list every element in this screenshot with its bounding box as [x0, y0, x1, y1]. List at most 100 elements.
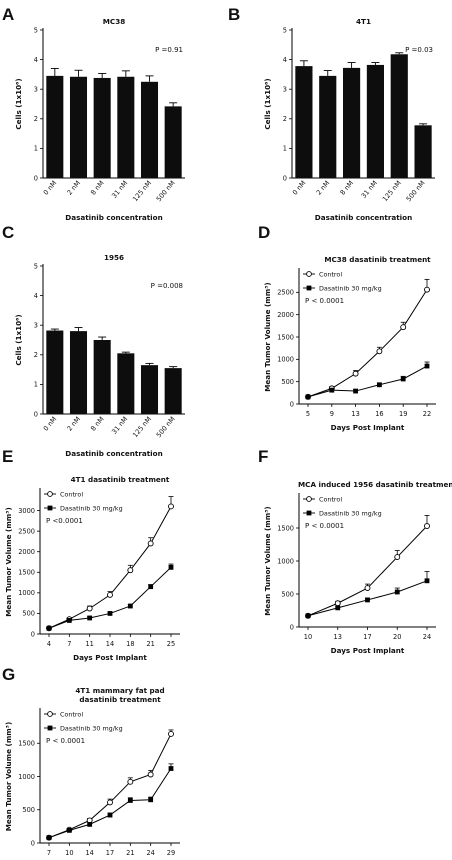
chart-panel-e: 0 500 1000 1500 2000 2500 3000 4 7 11 14 18 21 25 Cont…	[4, 475, 180, 662]
panel-f-y-tick-label: 1000	[277, 557, 294, 565]
panel-label-c: C	[2, 223, 14, 242]
panel-e-y-tick-label: 2000	[18, 548, 35, 556]
panel-b-bar	[390, 54, 408, 178]
panel-g-legend-label: Dasatinib 30 mg/kg	[60, 724, 123, 732]
panel-g-point-dasatinib	[87, 821, 93, 827]
panel-d-y-tick-label: 1000	[277, 356, 294, 364]
panel-c-y-tick-label: 1	[34, 381, 38, 389]
panel-e-point-dasatinib	[127, 603, 133, 609]
panel-f-point-control	[424, 523, 430, 529]
panel-g-x-tick-label: 7	[47, 849, 51, 857]
panel-g-x-tick-label: 24	[146, 849, 154, 857]
chart-panel-a: 0 1 2 3 4 5 0 nM 2 nM 8 nM 31 nM 125 nM 500 nM MC38 P…	[14, 17, 185, 222]
panel-f-point-dasatinib	[305, 613, 311, 619]
panel-e-x-tick-label: 18	[126, 640, 134, 648]
chart-panel-c: 0 1 2 3 4 5 0 nM 2 nM 8 nM 31 nM 125 nM 500 nM 1956 P…	[14, 253, 185, 458]
panel-d-series-line	[307, 365, 428, 398]
panel-g-legend-label: Control	[60, 710, 83, 718]
panel-a-y-tick-label: 3	[34, 86, 38, 94]
panel-a-y-tick-label: 1	[34, 145, 38, 153]
panel-g-title: 4T1 mammary fat pad	[75, 686, 164, 695]
panel-a-y-tick-label: 4	[34, 56, 38, 64]
panel-e-xlabel: Days Post Implant	[73, 653, 147, 662]
panel-a-x-tick-label: 500 nM	[155, 179, 177, 203]
panel-a-title: MC38	[103, 17, 125, 26]
panel-e-x-tick-label: 25	[167, 640, 175, 648]
panel-e-y-tick-label: 500	[22, 610, 35, 618]
panel-e-legend-marker	[47, 505, 53, 511]
panel-f-legend-label: Dasatinib 30 mg/kg	[319, 509, 382, 517]
panel-c-ylabel: Cells (1x10⁶)	[14, 314, 23, 365]
panel-g-point-control	[107, 799, 113, 806]
panel-d-point-dasatinib	[305, 394, 311, 400]
panel-a-x-tick-label: 31 nM	[110, 179, 129, 200]
panel-d-point-dasatinib	[377, 382, 382, 388]
panel-e-ylabel: Mean Tumor Volume (mm³)	[4, 507, 13, 616]
panel-d-x-tick-label: 13	[351, 410, 359, 418]
panel-e-y-tick-label: 1000	[18, 589, 35, 597]
panel-g-x-tick-label: 21	[126, 849, 134, 857]
panel-d-legend-marker	[306, 285, 312, 291]
panel-e-title: 4T1 dasatinib treatment	[71, 475, 170, 484]
panel-d-y-tick-label: 1500	[277, 333, 294, 341]
panel-b-ylabel: Cells (1x10⁶)	[263, 78, 272, 129]
panel-b-y-tick-label: 0	[283, 174, 287, 182]
panel-d-x-tick-label: 19	[399, 410, 407, 418]
panel-b-x-tick-label: 0 nM	[291, 179, 308, 197]
panel-f-y-tick-label: 1500	[277, 524, 294, 532]
chart-panel-g: 0 500 1000 1500 7 10 14 17 21 24 29 Control Dasatini…	[4, 686, 180, 857]
panel-g-point-dasatinib	[46, 835, 52, 841]
chart-panel-d: 0 500 1000 1500 2000 2500 5 9 13 16 19 22 Control Das…	[263, 255, 436, 432]
panel-d-point-control	[376, 348, 383, 355]
panel-d-ylabel: Mean Tumor Volume (mm³)	[263, 282, 272, 391]
panel-d-point-dasatinib	[353, 388, 358, 394]
panel-a-x-tick-label: 2 nM	[66, 179, 83, 197]
panel-b-x-tick-label: 500 nM	[405, 179, 427, 203]
panel-e-x-tick-label: 11	[85, 640, 93, 648]
panel-g-y-tick-label: 1000	[18, 773, 35, 781]
panel-label-e: E	[2, 447, 13, 466]
panel-c-x-tick-label: 0 nM	[42, 415, 59, 433]
panel-c-p-value: P =0.008	[151, 282, 183, 290]
panel-f-point-dasatinib	[335, 605, 341, 611]
panel-b-y-tick-label: 1	[283, 145, 287, 153]
panel-e-y-tick-label: 0	[31, 630, 35, 638]
panel-e-point-control	[107, 591, 113, 598]
panel-g-y-tick-label: 0	[31, 839, 35, 847]
panel-a-bar	[93, 77, 111, 178]
panel-d-point-control	[400, 324, 407, 331]
panel-b-x-tick-label: 8 nM	[339, 179, 356, 197]
panel-g-x-tick-label: 17	[106, 849, 114, 857]
panel-g-ylabel: Mean Tumor Volume (mm³)	[4, 722, 13, 831]
panel-d-x-tick-label: 16	[375, 410, 383, 418]
panel-f-title: MCA induced 1956 dasatinib treatment	[298, 480, 452, 489]
panel-b-bar	[295, 66, 313, 178]
panel-f-xlabel: Days Post Implant	[331, 646, 405, 655]
panel-label-f: F	[258, 447, 268, 466]
panel-c-y-tick-label: 3	[34, 322, 38, 330]
panel-d-x-tick-label: 9	[330, 410, 334, 418]
panel-b-x-tick-label: 125 nM	[381, 179, 403, 203]
panel-d-y-tick-label: 2500	[277, 289, 294, 297]
panel-b-x-tick-label: 31 nM	[360, 179, 379, 200]
panel-f-y-tick-label: 500	[281, 590, 294, 598]
panel-label-d: D	[258, 223, 270, 242]
panel-f-x-tick-label: 24	[423, 633, 431, 641]
panel-a-bar	[69, 76, 88, 178]
panel-g-legend-marker	[47, 711, 53, 717]
panel-c-x-tick-label: 31 nM	[110, 415, 129, 436]
panel-c-title: 1956	[104, 253, 124, 262]
panel-e-point-control	[168, 503, 174, 510]
panel-e-x-tick-label: 7	[67, 640, 71, 648]
panel-e-y-tick-label: 2500	[18, 527, 35, 535]
panel-g-x-tick-label: 29	[167, 849, 175, 857]
chart-panel-b: 0 1 2 3 4 5 0 nM 2 nM 8 nM 31 nM 125 nM 500 nM 4T1 P …	[263, 17, 435, 222]
panel-g-legend-marker	[47, 725, 53, 731]
panel-f-point-dasatinib	[424, 578, 430, 584]
panel-f-point-control	[334, 600, 341, 607]
panel-e-legend-label: Control	[60, 490, 83, 498]
panel-e-point-dasatinib	[107, 611, 113, 616]
panel-g-point-dasatinib	[168, 766, 174, 771]
panel-e-point-dasatinib	[87, 615, 93, 621]
panel-b-y-tick-label: 4	[283, 56, 287, 64]
